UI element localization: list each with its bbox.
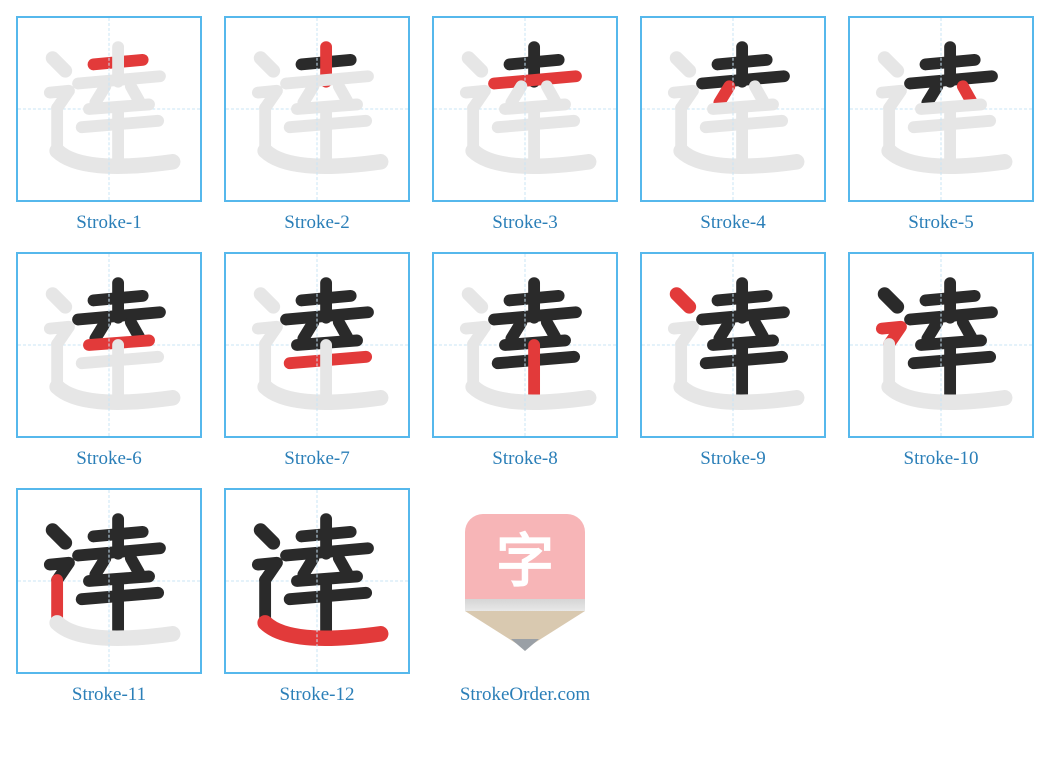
stroke-label: Stroke-7: [284, 448, 349, 470]
character-svg: [850, 18, 1032, 200]
stroke-cell: Stroke-7: [224, 252, 410, 470]
stroke-cell: Stroke-9: [640, 252, 826, 470]
character-svg: [850, 254, 1032, 436]
pencil-tip: [465, 611, 585, 649]
character-svg: [18, 18, 200, 200]
stroke-label: Stroke-5: [908, 212, 973, 234]
character-svg: [226, 254, 408, 436]
stroke-cell: Stroke-8: [432, 252, 618, 470]
character-svg: [18, 254, 200, 436]
stroke-label: Stroke-11: [72, 684, 146, 706]
stroke-box: [16, 488, 202, 674]
stroke-box: [224, 16, 410, 202]
character-svg: [18, 490, 200, 672]
stroke-box: [224, 252, 410, 438]
character-svg: [642, 254, 824, 436]
stroke-cell: Stroke-6: [16, 252, 202, 470]
character-svg: [226, 18, 408, 200]
pencil-ferrule: [465, 599, 585, 611]
stroke-box: [432, 252, 618, 438]
stroke-label: Stroke-12: [280, 684, 355, 706]
stroke-label: Stroke-3: [492, 212, 557, 234]
stroke-box: [640, 16, 826, 202]
site-logo: 字: [432, 488, 618, 674]
logo-cell: 字 StrokeOrder.com: [432, 488, 618, 706]
stroke-box: [640, 252, 826, 438]
pencil-lead: [511, 639, 539, 651]
stroke-box: [432, 16, 618, 202]
stroke-label: Stroke-2: [284, 212, 349, 234]
character-svg: [226, 490, 408, 672]
site-label: StrokeOrder.com: [460, 684, 590, 706]
character-svg: [434, 18, 616, 200]
stroke-label: Stroke-4: [700, 212, 765, 234]
stroke-cell: Stroke-10: [848, 252, 1034, 470]
stroke-label: Stroke-6: [76, 448, 141, 470]
stroke-box: [848, 252, 1034, 438]
stroke-label: Stroke-9: [700, 448, 765, 470]
logo-glyph: 字: [465, 514, 585, 599]
stroke-box: [16, 252, 202, 438]
stroke-box: [224, 488, 410, 674]
stroke-cell: Stroke-5: [848, 16, 1034, 234]
stroke-label: Stroke-10: [904, 448, 979, 470]
stroke-cell: Stroke-11: [16, 488, 202, 706]
stroke-cell: Stroke-2: [224, 16, 410, 234]
logo-box: 字: [432, 488, 618, 674]
stroke-box: [16, 16, 202, 202]
stroke-cell: Stroke-4: [640, 16, 826, 234]
character-svg: [434, 254, 616, 436]
stroke-box: [848, 16, 1034, 202]
stroke-cell: Stroke-3: [432, 16, 618, 234]
stroke-cell: Stroke-1: [16, 16, 202, 234]
stroke-label: Stroke-1: [76, 212, 141, 234]
character-svg: [642, 18, 824, 200]
stroke-grid: Stroke-1 Stroke-2 Stroke-3 Stroke-4 Stroke-5…: [16, 16, 1034, 706]
stroke-label: Stroke-8: [492, 448, 557, 470]
stroke-cell: Stroke-12: [224, 488, 410, 706]
